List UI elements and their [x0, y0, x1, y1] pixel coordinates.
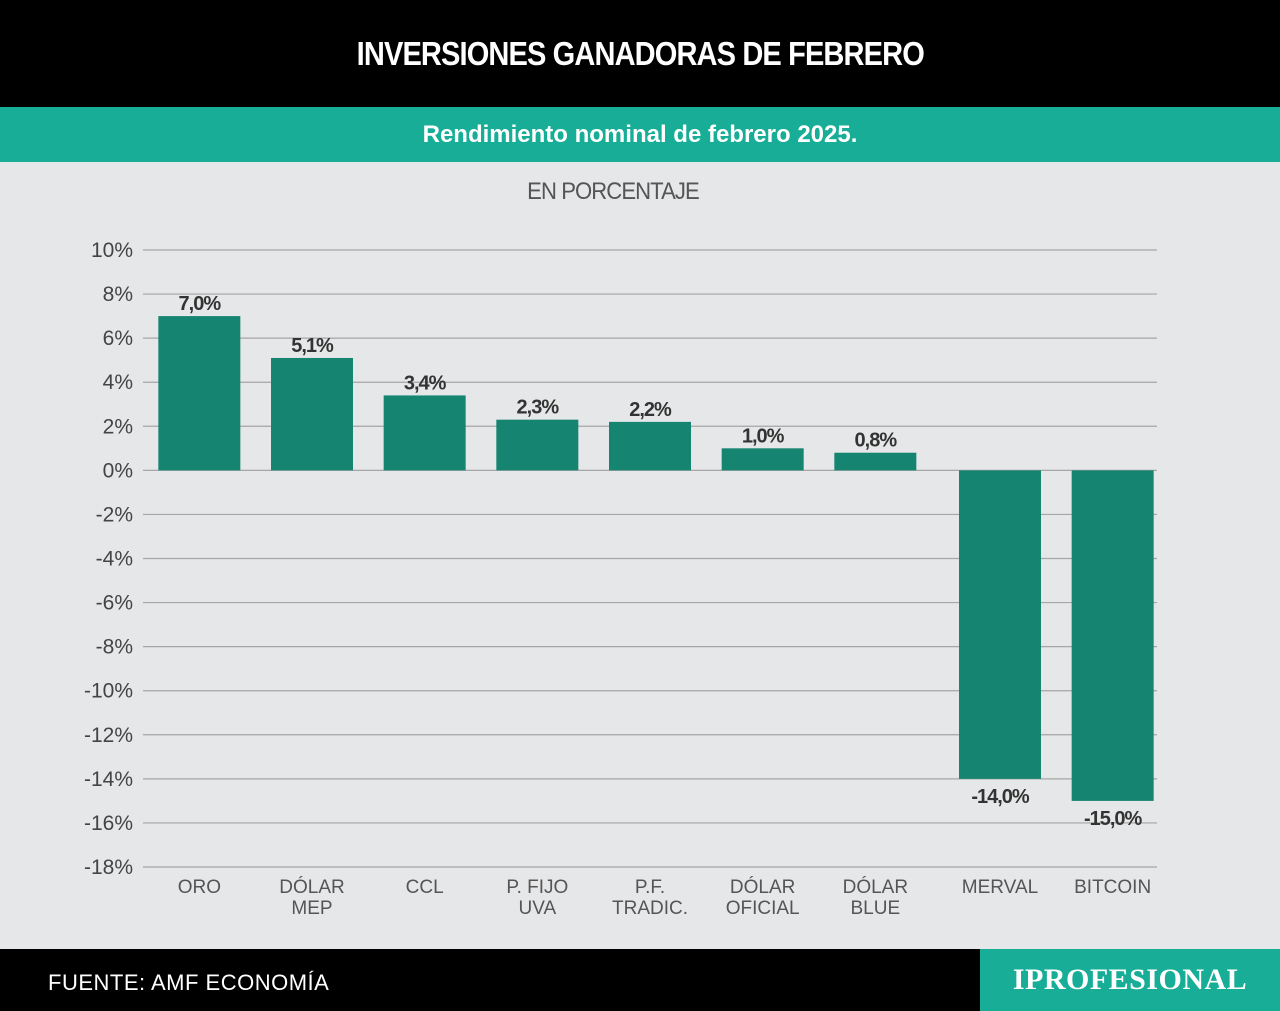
chart-title: INVERSIONES GANADORAS DE FEBRERO	[356, 34, 924, 72]
bar	[271, 357, 353, 471]
bar-chart: 10% 8% 6% 4% 2% 0% -2% -4% -6% -8% -10% -12% -14% -16…	[84, 239, 1157, 919]
data-label: -15,0%	[1084, 808, 1143, 830]
y-tick-label: -8%	[96, 636, 133, 659]
y-tick-label: 2%	[103, 415, 133, 438]
x-tick-label: ORO	[178, 877, 221, 898]
y-tick-label: -6%	[96, 592, 133, 615]
y-tick-label: -18%	[84, 856, 133, 879]
x-tick-label: OFICIAL	[726, 898, 800, 919]
bar	[158, 316, 241, 471]
bar	[1071, 470, 1154, 801]
brand-name: IPROFESIONAL	[1012, 963, 1248, 996]
data-label: 2,2%	[629, 399, 672, 421]
data-label: 5,1%	[291, 335, 334, 357]
x-tick-label: TRADIC.	[612, 898, 688, 919]
y-tick-label: 6%	[103, 327, 133, 350]
title-bar: INVERSIONES GANADORAS DE FEBRERO	[0, 0, 1280, 107]
data-label: -14,0%	[971, 786, 1030, 808]
bar	[959, 470, 1041, 779]
source-note: FUENTE: AMF ECONOMÍA	[48, 970, 330, 995]
x-tick-label: MEP	[291, 898, 332, 919]
bar	[496, 419, 579, 471]
data-label: 7,0%	[179, 293, 222, 315]
x-tick-label: P. FIJO	[506, 877, 568, 898]
y-tick-label: 8%	[103, 283, 133, 306]
data-label: 3,4%	[404, 372, 447, 394]
x-tick-label: DÓLAR	[843, 876, 908, 898]
data-label: 0,8%	[855, 430, 898, 452]
x-tick-label: P.F.	[635, 877, 665, 898]
x-tick-label: BLUE	[851, 898, 901, 919]
y-tick-label: 10%	[91, 239, 133, 262]
subtitle-bar: Rendimiento nominal de febrero 2025.	[0, 107, 1280, 162]
y-tick-label: -14%	[84, 768, 133, 791]
y-unit-label: EN PORCENTAJE	[527, 178, 700, 205]
x-tick-label: BITCOIN	[1074, 877, 1151, 898]
y-tick-label: 0%	[103, 459, 133, 482]
data-label: 2,3%	[517, 397, 560, 419]
bar	[834, 452, 917, 471]
bar	[721, 448, 804, 471]
y-tick-label: -4%	[96, 548, 133, 571]
data-label: 1,0%	[742, 425, 785, 447]
y-tick-label: -16%	[84, 812, 133, 835]
bar	[383, 395, 466, 471]
y-tick-label: -2%	[96, 503, 133, 526]
x-tick-label: DÓLAR	[279, 876, 344, 898]
chart-subtitle: Rendimiento nominal de febrero 2025.	[422, 120, 858, 148]
brand-logo: IPROFESIONAL	[980, 949, 1280, 1011]
x-tick-label: CCL	[406, 877, 444, 898]
x-tick-label: UVA	[518, 898, 556, 919]
y-tick-label: -12%	[84, 724, 133, 747]
bar	[609, 421, 691, 471]
y-tick-label: -10%	[84, 680, 133, 703]
y-tick-label: 4%	[103, 371, 133, 394]
x-tick-label: DÓLAR	[730, 876, 795, 898]
x-tick-label: MERVAL	[962, 877, 1038, 898]
